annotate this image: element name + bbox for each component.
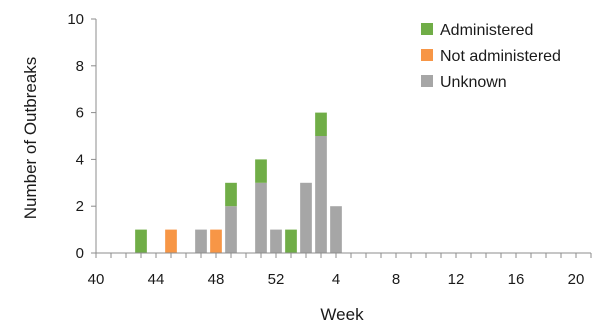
legend: Administered Not administered Unknown [421, 22, 561, 91]
x-tick-label: 20 [568, 271, 585, 288]
y-axis-title: Number of Outbreaks [21, 57, 40, 220]
bar-not-administered-48 [210, 229, 222, 253]
x-axis-title: Week [320, 305, 364, 324]
bar-unknown-47 [195, 229, 207, 253]
bar-administered-43 [135, 229, 147, 253]
bar-administered-2 [315, 112, 327, 136]
legend-swatch-not-administered [421, 49, 433, 61]
bar-administered-49 [225, 182, 237, 207]
bar-administered-53 [285, 229, 297, 253]
bar-unknown-49 [225, 206, 237, 253]
y-tick-label: 8 [76, 58, 84, 75]
y-tick-label: 10 [67, 11, 84, 28]
legend-label-unknown: Unknown [440, 74, 507, 91]
x-tick-label: 4 [332, 271, 340, 288]
x-tick-label: 52 [268, 271, 285, 288]
bar-unknown-3 [330, 206, 342, 253]
y-tick-label: 0 [76, 245, 84, 262]
y-tick-label: 2 [76, 198, 84, 215]
legend-label-administered: Administered [440, 22, 533, 39]
x-tick-label: 16 [508, 271, 525, 288]
x-tick-label: 40 [88, 271, 105, 288]
legend-swatch-unknown [421, 75, 433, 87]
bar-unknown-52 [270, 229, 282, 253]
x-tick-label: 8 [392, 271, 400, 288]
bar-not-administered-45 [165, 229, 177, 253]
y-tick-label: 6 [76, 105, 84, 122]
bar-administered-51 [255, 159, 267, 183]
x-tick-label: 12 [448, 271, 465, 288]
bar-unknown-1 [300, 182, 312, 253]
legend-swatch-administered [421, 23, 433, 35]
y-tick-label: 4 [76, 151, 84, 168]
legend-label-not-administered: Not administered [440, 48, 561, 65]
x-tick-label: 44 [148, 271, 165, 288]
bar-unknown-51 [255, 182, 267, 253]
x-tick-label: 48 [208, 271, 225, 288]
bar-unknown-2 [315, 136, 327, 253]
